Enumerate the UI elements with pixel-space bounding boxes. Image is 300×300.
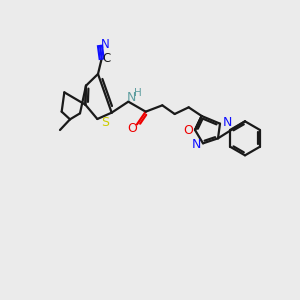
- Text: O: O: [127, 122, 137, 135]
- Text: C: C: [103, 52, 111, 65]
- Text: N: N: [222, 116, 232, 129]
- Text: H: H: [134, 88, 142, 98]
- Text: O: O: [183, 124, 193, 137]
- Text: N: N: [100, 38, 109, 50]
- Text: S: S: [101, 116, 109, 128]
- Text: N: N: [191, 138, 201, 151]
- Text: N: N: [127, 91, 136, 104]
